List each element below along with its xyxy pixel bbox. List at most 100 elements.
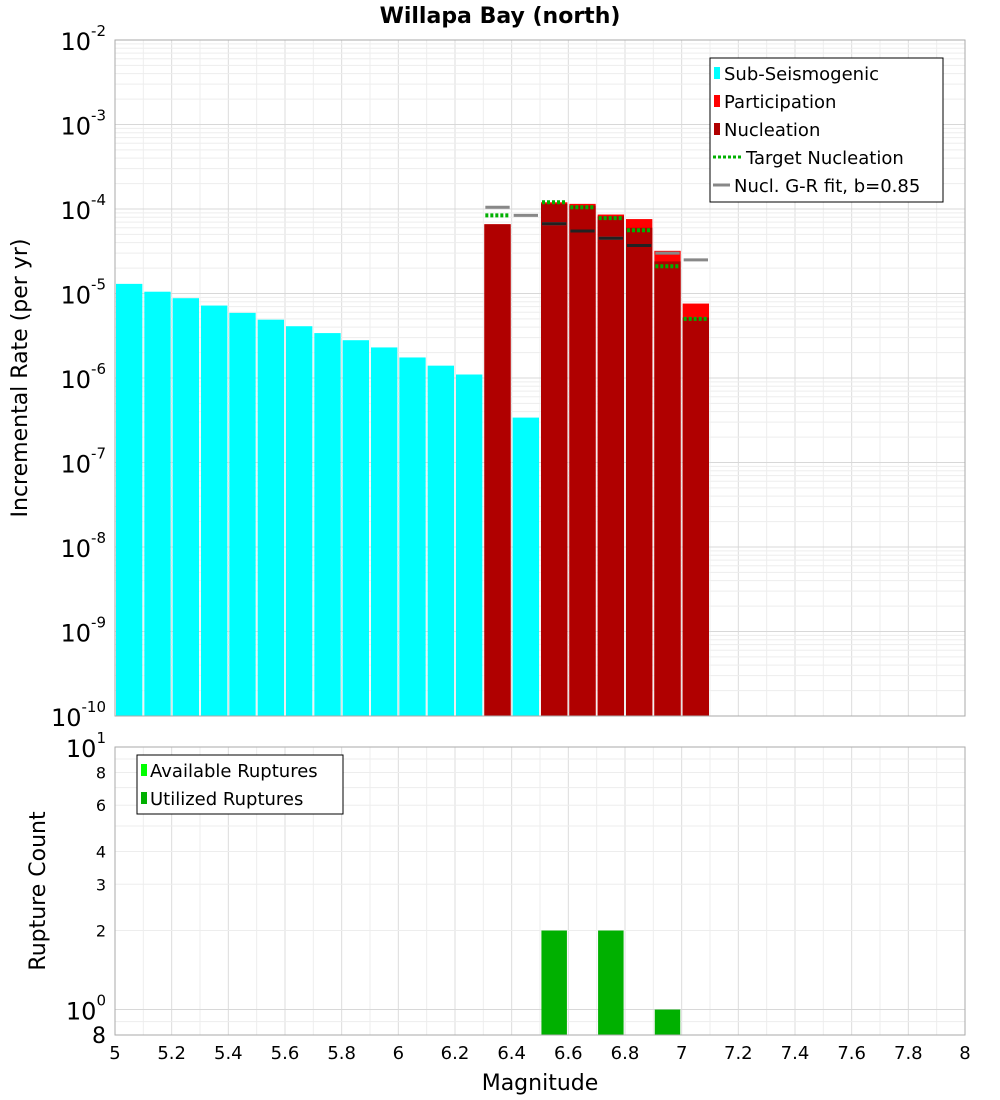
bar-nucleation [541,203,568,716]
top-y-tick-exponent: -9 [91,614,106,632]
bottom-legend-box [136,754,344,815]
bar-nucleation [682,317,709,716]
top-y-tick-label: 10-9 [60,614,106,648]
bottom-y-tick-label: 3 [96,875,106,894]
x-tick-label: 7.4 [781,1043,810,1064]
bar-sub-seismogenic [399,357,426,716]
legend-label-target-nucleation: Target Nucleation [745,148,904,169]
top-y-tick-label: 10-10 [51,698,106,732]
legend-swatch-participation [714,95,720,107]
bar-sub-seismogenic [257,319,284,716]
bar-sub-seismogenic [116,283,143,716]
x-tick-label: 5.2 [157,1043,186,1064]
legend-label-available-ruptures: Available Ruptures [150,761,318,782]
legend-swatch-nucleation [714,123,720,135]
bottom-y-tick-label: 4 [96,842,106,861]
legend-swatch-utilized-ruptures [141,792,147,804]
bar-sub-seismogenic [456,374,483,716]
bottom-y-tick-label: 6 [96,796,106,815]
bottom-plot-frame [114,746,966,1036]
top-y-tick-base: 10 [60,197,91,225]
x-tick-label: 5.6 [271,1043,300,1064]
top-plot-frame [114,39,966,717]
bar-utilized-ruptures [541,930,567,1035]
top-y-tick-exponent: -4 [91,191,106,209]
bar-sub-seismogenic [229,312,256,716]
bar-sub-seismogenic [201,305,228,716]
top-y-tick-exponent: -3 [91,107,106,125]
top-y-tick-base: 10 [60,451,91,479]
bottom-y-tick-label: 8 [92,1024,106,1049]
bottom-y-decade-exponent: 0 [96,992,106,1010]
top-y-tick-base: 10 [60,282,91,310]
bar-sub-seismogenic [427,365,454,716]
top-y-tick-exponent: -7 [91,445,106,463]
x-tick-label: 6.4 [497,1043,526,1064]
bottom-y-decade-base: 10 [66,735,97,763]
bar-sub-seismogenic [512,417,539,716]
bar-nucleation [484,224,511,716]
bar-nucleation [597,216,624,717]
bar-sub-seismogenic [314,333,341,716]
bottom-y-decade-label: 101 [66,729,106,763]
bar-sub-seismogenic [342,340,369,716]
top-y-tick-exponent: -10 [82,698,107,716]
x-tick-label: 5 [109,1043,120,1064]
x-tick-labels: 5 5.2 5.4 5.6 5.8 6 6.2 6.4 6.6 6.8 7 7.2 7.4 7.6 7.8 8 [109,1043,970,1064]
bottom-legend: Available Ruptures Utilized Ruptures [136,754,344,815]
chart-title: Willapa Bay (north) [380,4,621,29]
top-legend: Sub-Seismogenic Participation Nucleation… [709,57,944,203]
x-tick-label: 5.8 [327,1043,356,1064]
bottom-y-decade-label: 100 [66,992,106,1026]
bottom-y-decade-base: 10 [66,998,97,1026]
bar-sub-seismogenic [286,326,313,716]
x-tick-label: 6.6 [554,1043,583,1064]
bottom-y-tick-label: 2 [96,922,106,941]
bar-sub-seismogenic [172,298,199,716]
x-tick-label: 7.8 [894,1043,923,1064]
bar-sub-seismogenic [371,347,398,716]
x-tick-label: 6.8 [611,1043,640,1064]
x-tick-label: 7.2 [724,1043,753,1064]
top-y-tick-base: 10 [60,28,91,56]
top-y-tick-label: 10-2 [60,22,106,56]
top-y-tick-label: 10-6 [60,360,106,394]
top-y-tick-base: 10 [60,366,91,394]
bar-nucleation [626,227,653,716]
legend-swatch-sub-seismogenic [714,67,720,79]
legend-label-nucleation: Nucleation [724,120,820,141]
top-y-tick-label: 10-8 [60,529,106,563]
top-y-tick-label: 10-3 [60,107,106,141]
top-legend-box [709,57,944,203]
legend-swatch-available-ruptures [141,764,147,776]
top-y-tick-base: 10 [60,620,91,648]
x-tick-label: 6 [393,1043,404,1064]
bar-nucleation [654,261,681,716]
top-y-tick-exponent: -2 [91,22,106,40]
x-tick-label: 7 [676,1043,687,1064]
top-y-tick-label: 10-5 [60,276,106,310]
top-y-axis-label: Incremental Rate (per yr) [8,239,33,518]
bar-utilized-ruptures [654,1009,681,1035]
bar-utilized-ruptures [598,930,624,1035]
bottom-plot-bars [541,930,681,1035]
top-y-tick-exponent: -6 [91,360,106,378]
x-tick-label: 8 [959,1043,970,1064]
top-y-tick-base: 10 [51,704,82,732]
bottom-y-tick-label: 8 [96,763,106,782]
x-tick-label: 7.6 [837,1043,866,1064]
top-y-tick-label: 10-4 [60,191,106,225]
bar-sub-seismogenic [144,291,171,716]
top-y-tick-exponent: -5 [91,276,106,294]
x-axis-label: Magnitude [482,1071,599,1096]
legend-label-gr-fit: Nucl. G-R fit, b=0.85 [734,176,920,197]
bottom-y-axis-label: Rupture Count [26,811,51,971]
x-tick-label: 6.2 [441,1043,470,1064]
bottom-y-decade-exponent: 1 [96,729,106,747]
legend-label-sub-seismogenic: Sub-Seismogenic [724,64,879,85]
top-plot-bars [116,202,709,717]
bar-nucleation [569,205,596,716]
